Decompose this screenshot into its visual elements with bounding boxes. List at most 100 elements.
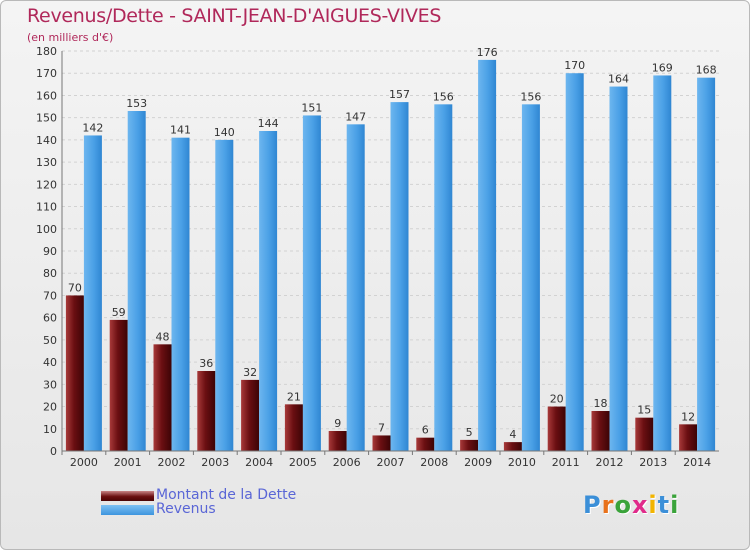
bar-debt [460,439,479,451]
bar-revenue [609,86,628,452]
data-label-revenue: 141 [170,124,191,137]
chart-subtitle: (en milliers d'€) [27,31,114,44]
data-label-revenue: 147 [345,110,366,123]
x-tick-label: 2004 [245,456,273,469]
bar-revenue [215,139,234,451]
data-label-debt: 70 [68,281,82,294]
data-label-debt: 20 [550,393,564,406]
bar-revenue [478,59,497,452]
bar-debt [679,424,698,451]
legend-swatch-revenue [101,505,154,515]
y-tick-label: 80 [43,267,57,280]
data-label-debt: 32 [243,366,257,379]
x-tick-label: 2008 [420,456,448,469]
proxiti-logo: Proxiti [583,491,679,519]
data-label-debt: 12 [681,410,695,423]
y-tick-label: 150 [36,112,57,125]
data-label-revenue: 151 [301,101,322,114]
x-tick-label: 2014 [683,456,711,469]
bar-revenue [171,137,190,451]
chart-title: Revenus/Dette - SAINT-JEAN-D'AIGUES-VIVE… [27,5,442,27]
legend-label-revenue: Revenus [156,501,216,517]
data-label-revenue: 157 [389,88,410,101]
data-label-debt: 7 [378,421,385,434]
bar-revenue [83,135,102,451]
x-tick-label: 2002 [158,456,186,469]
bar-revenue [302,115,321,451]
bar-debt [241,379,260,451]
data-label-revenue: 144 [258,117,279,130]
bar-debt [197,371,216,451]
bar-debt [416,437,435,451]
bar-revenue [346,124,365,451]
y-tick-label: 160 [36,89,57,102]
data-label-debt: 36 [199,357,213,370]
y-tick-label: 100 [36,223,57,236]
bar-debt [328,431,347,451]
data-label-revenue: 168 [696,64,717,77]
data-label-debt: 48 [156,330,170,343]
y-tick-label: 170 [36,67,57,80]
y-tick-label: 20 [43,401,57,414]
y-tick-label: 110 [36,201,57,214]
bar-revenue [127,111,146,451]
data-label-revenue: 153 [126,97,147,110]
data-label-debt: 59 [112,306,126,319]
bar-debt [153,344,172,451]
bar-revenue [697,77,716,452]
y-tick-label: 90 [43,245,57,258]
legend-label-debt: Montant de la Dette [156,487,297,503]
data-label-revenue: 176 [477,46,498,59]
data-label-revenue: 142 [82,121,103,134]
y-tick-label: 130 [36,156,57,169]
data-label-revenue: 156 [520,90,541,103]
bar-revenue [521,104,540,451]
bar-revenue [259,131,278,451]
logo-letter: x [631,491,649,519]
data-label-debt: 9 [334,417,341,430]
x-tick-label: 2013 [639,456,667,469]
x-tick-label: 2000 [70,456,98,469]
y-tick-label: 30 [43,378,57,391]
y-tick-label: 70 [43,289,57,302]
x-tick-label: 2009 [464,456,492,469]
logo-letter: i [670,491,680,519]
data-label-revenue: 170 [564,59,585,72]
data-label-debt: 15 [637,404,651,417]
bar-debt [284,404,303,451]
bar-debt [591,411,610,451]
legend-swatch-debt [101,491,154,501]
bar-revenue [653,75,672,451]
data-label-debt: 18 [594,397,608,410]
y-tick-label: 0 [50,445,57,458]
logo-letter: r [601,491,615,519]
logo-letter: P [583,491,602,519]
logo-letter: i [648,491,658,519]
bar-debt [503,442,522,451]
logo-letter: t [657,491,671,519]
y-tick-label: 180 [36,45,57,58]
logo-letter: o [614,491,632,519]
x-tick-label: 2005 [289,456,317,469]
x-tick-label: 2011 [552,456,580,469]
x-tick-label: 2001 [114,456,142,469]
bar-revenue [565,73,584,451]
y-tick-label: 140 [36,134,57,147]
bar-revenue [390,102,409,451]
y-tick-label: 120 [36,178,57,191]
bar-revenue [434,104,453,451]
y-tick-label: 40 [43,356,57,369]
bar-debt [635,417,654,451]
x-tick-label: 2006 [333,456,361,469]
bar-debt [109,319,128,451]
y-tick-label: 50 [43,334,57,347]
x-tick-label: 2010 [508,456,536,469]
bar-debt [372,435,391,451]
bar-debt [65,295,84,451]
data-label-debt: 6 [422,424,429,437]
data-label-revenue: 169 [652,61,673,74]
x-tick-label: 2007 [377,456,405,469]
data-label-revenue: 164 [608,73,629,86]
